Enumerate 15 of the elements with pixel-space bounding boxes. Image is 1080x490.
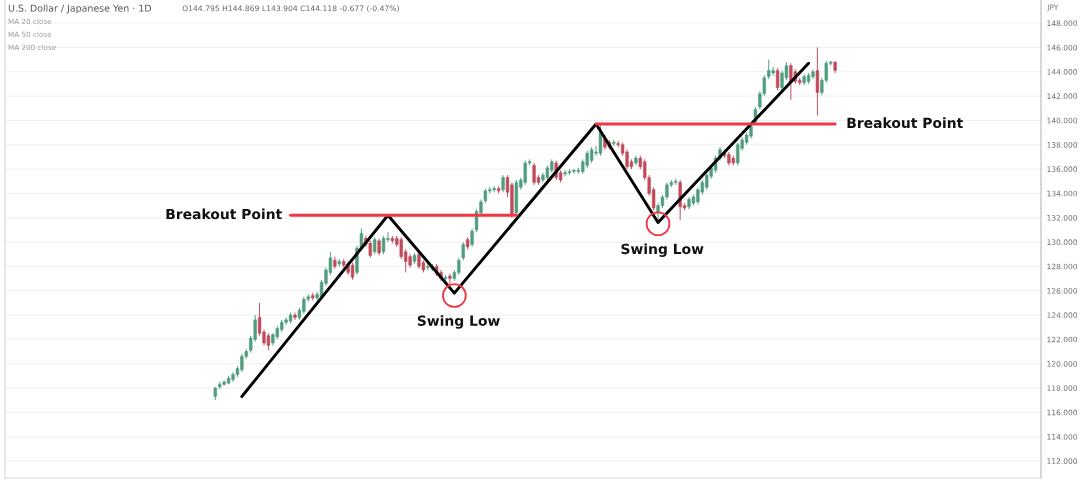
- candlestick: [815, 46, 820, 117]
- series-label: Swing Low: [417, 315, 500, 329]
- candlestick: [771, 66, 775, 76]
- line-series: [240, 61, 811, 398]
- candlestick: [381, 235, 386, 255]
- series-label: Breakout Point: [166, 208, 282, 220]
- series-label: Swing Low: [621, 243, 704, 257]
- candlestick: [775, 67, 780, 91]
- candlestick: [789, 62, 793, 101]
- candlestick: [461, 241, 465, 261]
- candlestick: [736, 141, 740, 166]
- series-label: Breakout Point: [847, 117, 963, 129]
- candlestick: [448, 273, 452, 286]
- candlestick: [767, 59, 771, 80]
- chart-title: U.S. Dollar / Japanese Yen · 1D: [8, 4, 151, 14]
